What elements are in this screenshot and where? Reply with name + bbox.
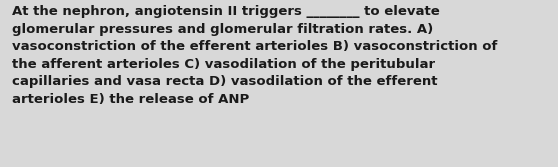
Text: At the nephron, angiotensin II triggers ________ to elevate
glomerular pressures: At the nephron, angiotensin II triggers … — [12, 5, 498, 106]
